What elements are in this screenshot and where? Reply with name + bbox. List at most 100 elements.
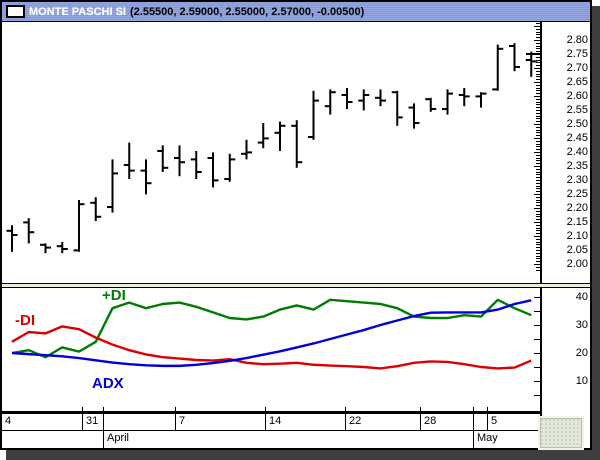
week-cell-7: 7 — [175, 414, 265, 431]
dmi-line-minusDI — [11, 325, 532, 370]
price-axis-tick — [536, 185, 542, 187]
price-axis-tick — [536, 107, 542, 109]
week-boundary-tick — [265, 407, 266, 413]
price-axis-tick — [536, 37, 542, 39]
price-axis-tick — [536, 115, 542, 117]
price-axis-tick — [536, 56, 542, 58]
price-axis-tick — [536, 101, 542, 103]
indicator-axis-line — [540, 288, 542, 411]
price-axis-tick — [536, 171, 542, 173]
series-label-minusDI: -DI — [15, 312, 35, 329]
week-boundary-tick — [345, 407, 346, 413]
price-axis-tick — [536, 196, 542, 198]
price-axis-tick — [536, 258, 542, 260]
indicator-axis-tick — [534, 381, 542, 382]
price-axis-tick — [536, 110, 542, 111]
price-axis-tick-label: 2.50 — [566, 118, 588, 130]
price-axis-tick — [536, 140, 542, 142]
price-axis-tick — [536, 149, 542, 151]
indicator-axis-tick — [534, 367, 542, 368]
indicator-axis-tick-label: 20 — [575, 347, 588, 359]
price-axis-tick-label: 2.25 — [566, 188, 588, 200]
price-axis-tick — [536, 202, 542, 204]
window-drop-shadow-right — [592, 6, 600, 460]
price-axis-tick — [536, 62, 542, 64]
price-axis-tick-label: 2.20 — [566, 202, 588, 214]
indicator-axis-tick — [534, 395, 542, 396]
indicator-axis-tick — [534, 353, 542, 354]
price-chart-panel[interactable] — [2, 21, 540, 283]
price-axis-tick — [536, 238, 542, 240]
price-axis-tick — [534, 26, 542, 27]
price-axis-tick — [534, 264, 542, 265]
window-drop-shadow-bottom — [6, 450, 600, 460]
price-axis-tick — [536, 48, 542, 50]
price-axis-tick — [534, 68, 542, 69]
price-axis-tick — [536, 23, 542, 25]
price-axis-tick — [536, 216, 542, 218]
indicator-axis-tick-label: 10 — [575, 375, 588, 387]
week-cell-14: 14 — [265, 414, 345, 431]
window-title-ohlc-values: (2.55500, 2.59000, 2.55000, 2.57000, -0.… — [129, 5, 365, 18]
dmi-lines-canvas — [11, 298, 532, 370]
week-boundary-tick — [103, 407, 104, 413]
price-axis-tick — [536, 65, 542, 67]
price-axis-tick — [536, 146, 542, 148]
price-axis-tick — [536, 98, 542, 100]
price-axis-tick — [536, 227, 542, 229]
window-titlebar[interactable]: MONTE PASCHI SI (2.55500, 2.59000, 2.550… — [2, 2, 590, 22]
week-boundary-tick — [82, 407, 83, 413]
series-label-ADX: ADX — [92, 375, 124, 392]
price-axis-tick — [536, 143, 542, 145]
price-axis-tick — [534, 138, 542, 139]
indicator-axis-tick — [534, 297, 542, 298]
week-boundary-tick — [473, 407, 474, 413]
price-axis-tick — [536, 252, 542, 254]
price-axis-tick — [536, 168, 542, 170]
price-axis-tick — [536, 157, 542, 159]
right-axis-column: 2.80 2.75 2.70 2.65 2.60 2.55 2.50 2.45 2.40 2.35… — [526, 21, 590, 411]
price-axis-tick — [536, 163, 542, 165]
chart-window: MONTE PASCHI SI (2.55500, 2.59000, 2.550… — [0, 0, 592, 450]
price-axis-tick-label: 2.55 — [566, 104, 588, 116]
price-axis-tick — [536, 73, 542, 75]
price-axis-tick — [536, 247, 542, 249]
price-axis-tick — [536, 241, 542, 243]
month-cell-blank — [2, 431, 103, 448]
dmi-line-ADX — [11, 299, 532, 368]
window-control-icon[interactable] — [6, 5, 25, 18]
price-axis-tick-label: 2.65 — [566, 76, 588, 88]
price-axis-tick — [534, 96, 542, 97]
price-axis-tick — [536, 90, 542, 92]
price-axis-tick — [536, 182, 542, 184]
last-price-tick — [526, 52, 542, 55]
price-axis-tick — [534, 166, 542, 167]
price-axis-tick — [536, 93, 542, 95]
price-axis-tick — [534, 124, 542, 125]
price-axis-tick — [534, 152, 542, 153]
price-axis-tick-label: 2.30 — [566, 174, 588, 186]
price-axis-tick — [536, 51, 542, 53]
indicator-panel-bottom-border — [2, 411, 542, 413]
price-axis-tick — [534, 40, 542, 41]
price-axis-tick-label: 2.10 — [566, 230, 588, 242]
price-axis-tick-label: 2.60 — [566, 90, 588, 102]
horizontal-scrollbar-area[interactable] — [538, 416, 584, 450]
week-cell-31: 31 — [82, 414, 103, 431]
price-axis-tick — [536, 28, 542, 30]
price-axis-tick-label: 2.70 — [566, 62, 588, 74]
dmi-line-plusDI — [11, 298, 532, 359]
panel-splitter-bar[interactable] — [2, 283, 590, 288]
week-boundary-tick — [420, 407, 421, 413]
price-axis-tick — [534, 194, 542, 195]
price-axis-tick-label: 2.15 — [566, 216, 588, 228]
week-cell-blank — [103, 414, 175, 431]
price-axis-tick — [536, 210, 542, 212]
dmi-indicator-panel[interactable]: +DI -DI ADX — [2, 288, 540, 411]
price-axis-tick — [536, 255, 542, 257]
price-axis-tick — [536, 233, 542, 235]
week-boundary-tick — [487, 407, 488, 413]
week-cell-5: 5 — [487, 414, 540, 431]
week-cell-22: 22 — [345, 414, 420, 431]
price-axis-tick — [536, 79, 542, 81]
